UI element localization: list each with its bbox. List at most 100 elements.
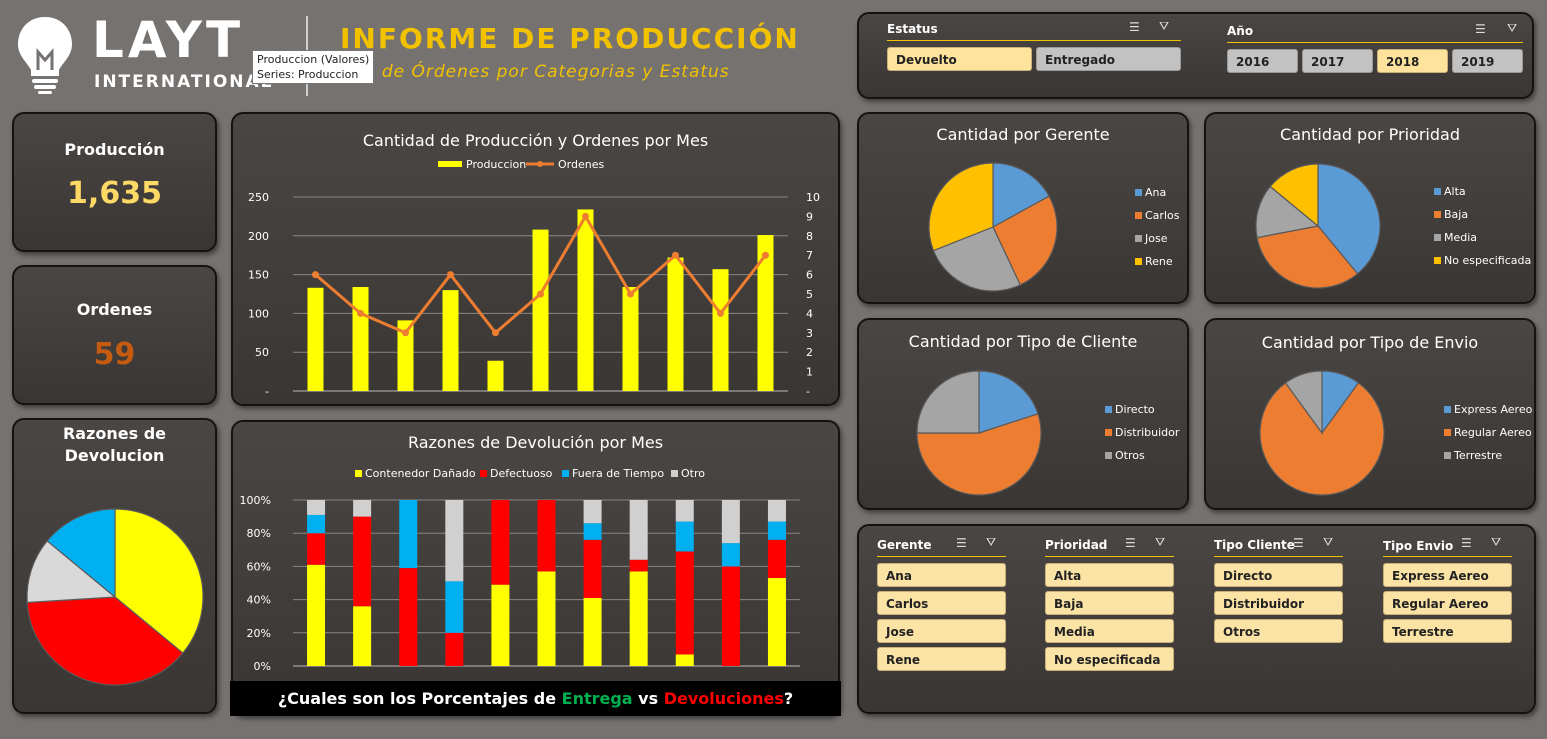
multi-select-icon[interactable]: ☰ — [1475, 22, 1486, 36]
razones-devolucion-pie — [26, 508, 204, 686]
multi-select-icon[interactable]: ☰ — [1129, 20, 1140, 34]
clear-filter-icon[interactable]: ⛛ — [1507, 21, 1518, 35]
prioridad-slice — [1255, 185, 1320, 239]
y2-tick-label: 3 — [806, 327, 813, 340]
multi-select-icon[interactable]: ☰ — [1293, 536, 1304, 550]
stack-segment — [767, 521, 786, 540]
estatus-devuelto[interactable]: Devuelto — [887, 47, 1032, 71]
produccion-bar — [487, 360, 504, 391]
ordenes-point — [627, 290, 634, 298]
ordenes-point — [447, 271, 454, 279]
stack-segment — [767, 578, 786, 666]
multi-select-icon[interactable]: ☰ — [1125, 536, 1136, 550]
stack-segment — [767, 539, 786, 579]
anio-2017[interactable]: 2017 — [1302, 49, 1373, 73]
razones-title-line1: Razones de — [62, 424, 167, 443]
question-pre: ¿Cuales son los Porcentajes de — [277, 689, 562, 708]
chart-tooltip: Produccion (Valores) Series: Produccion — [252, 50, 375, 84]
prioridad-baja[interactable]: Baja — [1045, 591, 1174, 615]
y-tick-label: 50 — [255, 346, 269, 359]
prioridad-no-especificada[interactable]: No especificada — [1045, 647, 1174, 671]
y2-tick-label: 2 — [806, 346, 813, 359]
legend-produccion-label: Produccion — [466, 158, 526, 171]
prioridad-pie: Alta Baja Media No especificada — [1255, 163, 1531, 289]
cliente-legend-label: Directo — [1115, 403, 1155, 416]
legend-swatch — [355, 470, 362, 477]
clear-filter-icon[interactable]: ⛛ — [1159, 19, 1170, 33]
gerente-carlos[interactable]: Carlos — [877, 591, 1006, 615]
cliente-slice — [916, 370, 980, 434]
y-tick-label: 0% — [254, 660, 271, 673]
tipo-cliente-slicer-label: Tipo Cliente — [1214, 538, 1295, 552]
prioridad-legend-swatch — [1434, 234, 1441, 241]
cliente-legend-swatch — [1105, 452, 1112, 459]
prioridad-legend-swatch — [1434, 257, 1441, 264]
estatus-slicer-line — [887, 40, 1181, 41]
produccion-ordenes-chart: - 50 100 150 200 250 - 1 2 3 4 5 6 7 8 9 10 Produccion Ord… — [248, 158, 820, 398]
gerente-panel: Cantidad por Gerente Ana Carlos Jose Rene — [857, 112, 1189, 304]
prioridad-slice — [1256, 225, 1359, 289]
y2-tick-label: 9 — [806, 210, 813, 223]
top-filter-panel: Estatus ☰ ⛛ Devuelto Entregado Año ☰ ⛛ 2… — [857, 12, 1534, 99]
ordenes-point — [492, 329, 499, 337]
y-tick-label: 60% — [247, 560, 271, 573]
y2-tick-label: 4 — [806, 307, 813, 320]
clear-filter-icon[interactable]: ⛛ — [1491, 535, 1502, 549]
stack-segment — [675, 654, 694, 666]
question-devoluciones: Devoluciones — [663, 689, 784, 708]
produccion-ordenes-panel: Cantidad de Producción y Ordenes por Mes… — [231, 112, 840, 406]
anio-2019[interactable]: 2019 — [1452, 49, 1523, 73]
prioridad-alta[interactable]: Alta — [1045, 563, 1174, 587]
prioridad-legend-label: No especificada — [1444, 254, 1531, 267]
kpi-produccion-value: 1,635 — [67, 176, 162, 211]
produccion-ordenes-title: Cantidad de Producción y Ordenes por Mes — [362, 131, 709, 150]
tipo-cliente-distribuidor[interactable]: Distribuidor — [1214, 591, 1343, 615]
razones-title-line2: Devolucion — [64, 446, 165, 465]
cliente-slice — [916, 413, 1042, 496]
estatus-slicer-label: Estatus — [887, 22, 938, 36]
prioridad-slicer-label: Prioridad — [1045, 538, 1108, 552]
kpi-ordenes: Ordenes 59 — [12, 265, 217, 405]
stack-segment — [445, 632, 464, 666]
stack-segment — [721, 500, 740, 544]
tipo-envio-express-aereo[interactable]: Express Aereo — [1383, 563, 1512, 587]
y2-tick-label: 8 — [806, 230, 813, 243]
clear-filter-icon[interactable]: ⛛ — [1155, 535, 1166, 549]
anio-2018[interactable]: 2018 — [1377, 49, 1448, 73]
prioridad-legend-label: Media — [1444, 231, 1477, 244]
stack-segment — [675, 551, 694, 655]
tipo-cliente-panel: Cantidad por Tipo de Cliente Directo Dist… — [857, 318, 1189, 510]
tipo-envio-slicer-label: Tipo Envio — [1383, 539, 1454, 553]
gerente-legend-label: Jose — [1144, 232, 1168, 245]
gerente-jose[interactable]: Jose — [877, 619, 1006, 643]
gerente-ana[interactable]: Ana — [877, 563, 1006, 587]
tipo-cliente-otros[interactable]: Otros — [1214, 619, 1343, 643]
clear-filter-icon[interactable]: ⛛ — [986, 535, 997, 549]
legend-produccion-swatch — [438, 161, 462, 167]
prioridad-legend-label: Alta — [1444, 185, 1466, 198]
prioridad-panel: Cantidad por Prioridad Alta Baja Media No e… — [1204, 112, 1536, 304]
stack-segment — [629, 571, 648, 666]
estatus-entregado[interactable]: Entregado — [1036, 47, 1181, 71]
anio-2016[interactable]: 2016 — [1227, 49, 1298, 73]
tipo-cliente-directo[interactable]: Directo — [1214, 563, 1343, 587]
gerente-legend-swatch — [1135, 212, 1142, 219]
razones-mes-chart: 0% 20% 40% 60% 80% 100% Contenedor Dañado Defec… — [240, 467, 800, 673]
produccion-bar — [712, 269, 729, 391]
stack-segment — [675, 500, 694, 522]
legend-label: Fuera de Tiempo — [572, 467, 664, 480]
razones-slice — [46, 508, 116, 599]
multi-select-icon[interactable]: ☰ — [956, 536, 967, 550]
gerente-rene[interactable]: Rene — [877, 647, 1006, 671]
stack-segment — [307, 564, 326, 666]
legend-ordenes-label: Ordenes — [558, 158, 604, 171]
kpi-produccion: Producción 1,635 — [12, 112, 217, 252]
prioridad-media[interactable]: Media — [1045, 619, 1174, 643]
report-title: INFORME DE PRODUCCIÓN — [340, 22, 800, 55]
multi-select-icon[interactable]: ☰ — [1461, 536, 1472, 550]
tipo-envio-title: Cantidad por Tipo de Envio — [1261, 333, 1479, 352]
gerente-legend-label: Ana — [1145, 186, 1166, 199]
clear-filter-icon[interactable]: ⛛ — [1323, 535, 1334, 549]
tipo-envio-regular-aereo[interactable]: Regular Aereo — [1383, 591, 1512, 615]
tipo-envio-terrestre[interactable]: Terrestre — [1383, 619, 1512, 643]
